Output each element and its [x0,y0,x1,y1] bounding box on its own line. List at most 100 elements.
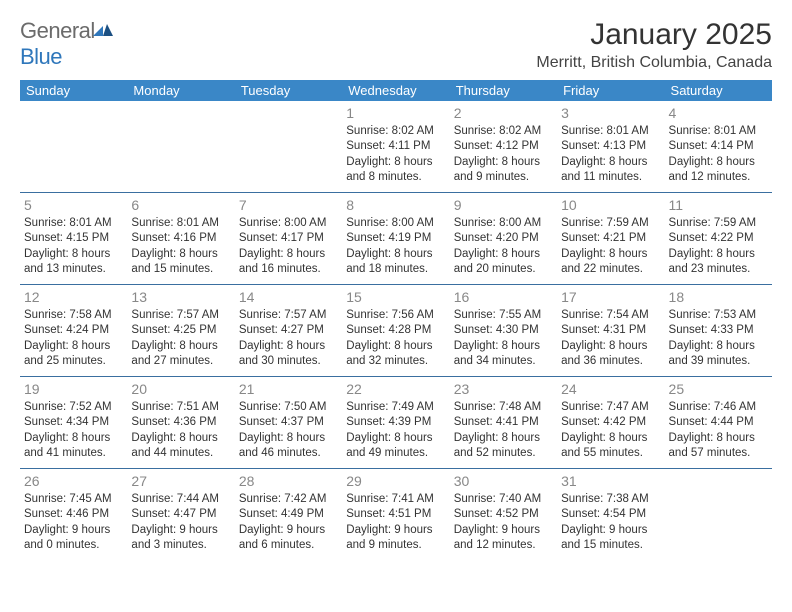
calendar-day-cell: 21Sunrise: 7:50 AMSunset: 4:37 PMDayligh… [235,376,342,468]
day-number: 8 [346,196,445,215]
sunrise-line: Sunrise: 7:59 AM [561,216,660,232]
sunset-line: Sunset: 4:19 PM [346,231,445,247]
calendar-body: 1Sunrise: 8:02 AMSunset: 4:11 PMDaylight… [20,101,772,560]
calendar-day-cell: 22Sunrise: 7:49 AMSunset: 4:39 PMDayligh… [342,376,449,468]
location: Merritt, British Columbia, Canada [536,54,772,72]
sunset-line: Sunset: 4:22 PM [669,231,768,247]
daylight-line-1: Daylight: 8 hours [561,339,660,355]
day-number: 24 [561,380,660,399]
daylight-line-2: and 15 minutes. [131,262,230,278]
sunrise-line: Sunrise: 8:01 AM [24,216,123,232]
day-number: 1 [346,104,445,123]
day-number: 25 [669,380,768,399]
logo-mark-icon [93,18,115,44]
calendar-day-cell: 31Sunrise: 7:38 AMSunset: 4:54 PMDayligh… [557,468,664,559]
sunrise-line: Sunrise: 8:00 AM [346,216,445,232]
daylight-line-1: Daylight: 8 hours [561,155,660,171]
day-number: 26 [24,472,123,491]
day-header-cell: Tuesday [235,80,342,101]
sunrise-line: Sunrise: 7:57 AM [131,308,230,324]
sunrise-line: Sunrise: 7:40 AM [454,492,553,508]
daylight-line-2: and 8 minutes. [346,170,445,186]
daylight-line-1: Daylight: 8 hours [239,339,338,355]
calendar-day-cell: 25Sunrise: 7:46 AMSunset: 4:44 PMDayligh… [665,376,772,468]
sunset-line: Sunset: 4:21 PM [561,231,660,247]
sunrise-line: Sunrise: 7:50 AM [239,400,338,416]
sunset-line: Sunset: 4:27 PM [239,323,338,339]
daylight-line-1: Daylight: 8 hours [454,155,553,171]
daylight-line-1: Daylight: 8 hours [239,247,338,263]
sunrise-line: Sunrise: 7:49 AM [346,400,445,416]
daylight-line-1: Daylight: 8 hours [346,339,445,355]
calendar-day-cell: 2Sunrise: 8:02 AMSunset: 4:12 PMDaylight… [450,101,557,192]
daylight-line-2: and 32 minutes. [346,354,445,370]
sunset-line: Sunset: 4:52 PM [454,507,553,523]
sunrise-line: Sunrise: 7:56 AM [346,308,445,324]
calendar-day-cell [235,101,342,192]
calendar-day-cell: 13Sunrise: 7:57 AMSunset: 4:25 PMDayligh… [127,284,234,376]
day-number: 12 [24,288,123,307]
calendar-day-cell: 24Sunrise: 7:47 AMSunset: 4:42 PMDayligh… [557,376,664,468]
day-header-cell: Friday [557,80,664,101]
daylight-line-2: and 52 minutes. [454,446,553,462]
sunset-line: Sunset: 4:51 PM [346,507,445,523]
sunset-line: Sunset: 4:17 PM [239,231,338,247]
daylight-line-1: Daylight: 8 hours [131,339,230,355]
sunset-line: Sunset: 4:11 PM [346,139,445,155]
day-number: 9 [454,196,553,215]
sunset-line: Sunset: 4:28 PM [346,323,445,339]
sunset-line: Sunset: 4:24 PM [24,323,123,339]
day-number: 14 [239,288,338,307]
sunset-line: Sunset: 4:34 PM [24,415,123,431]
logo-text: General Blue [20,18,115,70]
logo-word2: Blue [20,44,62,69]
sunrise-line: Sunrise: 7:54 AM [561,308,660,324]
daylight-line-1: Daylight: 9 hours [346,523,445,539]
daylight-line-2: and 22 minutes. [561,262,660,278]
logo: General Blue [20,18,115,70]
day-number: 7 [239,196,338,215]
daylight-line-2: and 36 minutes. [561,354,660,370]
sunset-line: Sunset: 4:42 PM [561,415,660,431]
sunset-line: Sunset: 4:13 PM [561,139,660,155]
daylight-line-2: and 30 minutes. [239,354,338,370]
sunset-line: Sunset: 4:20 PM [454,231,553,247]
day-number: 31 [561,472,660,491]
daylight-line-2: and 3 minutes. [131,538,230,554]
calendar-day-cell: 11Sunrise: 7:59 AMSunset: 4:22 PMDayligh… [665,192,772,284]
day-number: 2 [454,104,553,123]
daylight-line-1: Daylight: 8 hours [346,155,445,171]
calendar-week-row: 12Sunrise: 7:58 AMSunset: 4:24 PMDayligh… [20,284,772,376]
sunrise-line: Sunrise: 7:38 AM [561,492,660,508]
daylight-line-1: Daylight: 9 hours [561,523,660,539]
calendar-day-cell: 14Sunrise: 7:57 AMSunset: 4:27 PMDayligh… [235,284,342,376]
day-number: 13 [131,288,230,307]
day-header-cell: Sunday [20,80,127,101]
calendar-day-cell: 23Sunrise: 7:48 AMSunset: 4:41 PMDayligh… [450,376,557,468]
calendar-week-row: 26Sunrise: 7:45 AMSunset: 4:46 PMDayligh… [20,468,772,559]
day-number: 17 [561,288,660,307]
calendar-day-cell: 17Sunrise: 7:54 AMSunset: 4:31 PMDayligh… [557,284,664,376]
calendar-day-cell: 8Sunrise: 8:00 AMSunset: 4:19 PMDaylight… [342,192,449,284]
day-number: 29 [346,472,445,491]
daylight-line-2: and 44 minutes. [131,446,230,462]
calendar-day-cell: 19Sunrise: 7:52 AMSunset: 4:34 PMDayligh… [20,376,127,468]
sunset-line: Sunset: 4:37 PM [239,415,338,431]
calendar-day-cell: 5Sunrise: 8:01 AMSunset: 4:15 PMDaylight… [20,192,127,284]
day-number: 27 [131,472,230,491]
sunset-line: Sunset: 4:16 PM [131,231,230,247]
daylight-line-2: and 25 minutes. [24,354,123,370]
calendar-day-cell: 15Sunrise: 7:56 AMSunset: 4:28 PMDayligh… [342,284,449,376]
sunrise-line: Sunrise: 7:51 AM [131,400,230,416]
sunset-line: Sunset: 4:44 PM [669,415,768,431]
calendar-day-cell: 9Sunrise: 8:00 AMSunset: 4:20 PMDaylight… [450,192,557,284]
sunset-line: Sunset: 4:39 PM [346,415,445,431]
daylight-line-2: and 9 minutes. [454,170,553,186]
day-number: 23 [454,380,553,399]
calendar-day-cell: 4Sunrise: 8:01 AMSunset: 4:14 PMDaylight… [665,101,772,192]
daylight-line-2: and 27 minutes. [131,354,230,370]
sunrise-line: Sunrise: 8:00 AM [239,216,338,232]
day-header-row: SundayMondayTuesdayWednesdayThursdayFrid… [20,80,772,101]
day-number: 15 [346,288,445,307]
sunrise-line: Sunrise: 7:55 AM [454,308,553,324]
